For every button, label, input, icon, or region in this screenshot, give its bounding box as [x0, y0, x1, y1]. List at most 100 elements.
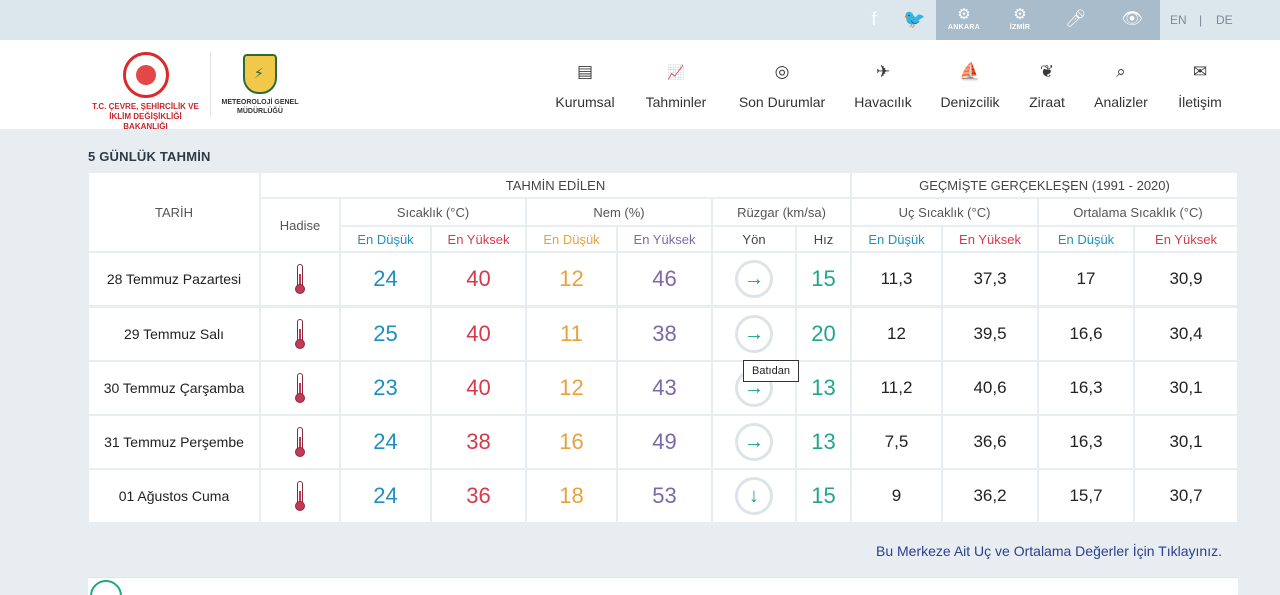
mgm-logo[interactable]: METEOROLOJİ GENEL MÜDÜRLÜĞÜ: [220, 54, 300, 116]
row-avg-max: 30,7: [1135, 470, 1237, 522]
row-avg-min: 16,3: [1039, 362, 1133, 414]
ministry-logo-text: T.C. ÇEVRE, ŞEHİRCİLİK VE İKLİM DEĞİŞİKL…: [92, 102, 199, 131]
circle-check-icon: ◎: [774, 62, 790, 81]
subheader-uc-min: En Düşük: [852, 227, 941, 251]
logo-divider: [210, 52, 211, 118]
row-temp-max: 40: [432, 253, 525, 305]
facebook-icon[interactable]: f: [871, 9, 877, 29]
row-hum-max: 46: [618, 253, 711, 305]
wind-arrow-icon[interactable]: ↓: [735, 477, 773, 515]
center-extremes-link[interactable]: Bu Merkeze Ait Uç ve Ortalama Değerler İ…: [876, 543, 1222, 559]
top-bar: f 🐦 ⚙ ANKARA ⚙ İZMİR 🎤︎ 👁︎ EN | DE: [0, 0, 1280, 40]
row-avg-max: 30,9: [1135, 253, 1237, 305]
header-ruzgar: Rüzgar (km/sa): [713, 199, 850, 225]
subheader-uc-max: En Yüksek: [943, 227, 1037, 251]
accessibility-toolbar: ⚙ ANKARA ⚙ İZMİR 🎤︎ 👁︎: [936, 0, 1160, 40]
mgm-shield-icon: [243, 54, 277, 94]
row-wind-speed: 20: [797, 308, 850, 360]
row-ext-min: 9: [852, 470, 941, 522]
row-ext-min: 11,2: [852, 362, 941, 414]
row-ext-min: 12: [852, 308, 941, 360]
header-sicaklik: Sıcaklık (°C): [341, 199, 525, 225]
row-wind-direction: →: [713, 416, 795, 468]
row-ext-max: 40,6: [943, 362, 1037, 414]
row-avg-min: 17: [1039, 253, 1133, 305]
nav-tahminler[interactable]: 📈 Tahminler: [641, 62, 711, 122]
izmir-sign-icon[interactable]: ⚙ İZMİR: [1009, 6, 1031, 32]
header-ortalama-sicaklik: Ortalama Sıcaklık (°C): [1039, 199, 1237, 225]
next-section-strip: [88, 577, 1238, 595]
row-avg-max: 30,1: [1135, 362, 1237, 414]
nav-iletisim[interactable]: ✉ İletişim: [1174, 62, 1226, 122]
subheader-ort-min: En Düşük: [1039, 227, 1133, 251]
row-ext-max: 36,6: [943, 416, 1037, 468]
row-ext-min: 11,3: [852, 253, 941, 305]
row-temp-min: 24: [341, 416, 430, 468]
lang-de-link[interactable]: DE: [1216, 13, 1233, 27]
wind-direction-tooltip: Batıdan: [743, 360, 799, 382]
eye-slash-icon[interactable]: 👁︎: [1121, 9, 1143, 28]
sail-icon: ⛵: [959, 62, 981, 81]
row-date: 30 Temmuz Çarşamba: [89, 362, 259, 414]
lang-separator: |: [1199, 13, 1203, 27]
ministry-emblem-icon: [122, 52, 169, 98]
row-hadise: [261, 362, 339, 414]
subheader-nem-max: En Yüksek: [618, 227, 711, 251]
row-temp-min: 24: [341, 470, 430, 522]
envelope-icon: ✉: [1192, 62, 1208, 81]
row-hum-max: 38: [618, 308, 711, 360]
ankara-sign-icon[interactable]: ⚙ ANKARA: [947, 6, 981, 32]
lang-en-link[interactable]: EN: [1170, 13, 1187, 27]
ministry-logo[interactable]: T.C. ÇEVRE, ŞEHİRCİLİK VE İKLİM DEĞİŞİKL…: [88, 52, 203, 132]
row-date: 29 Temmuz Salı: [89, 308, 259, 360]
mgm-logo-text: METEOROLOJİ GENEL MÜDÜRLÜĞÜ: [221, 99, 299, 115]
row-date: 28 Temmuz Pazartesi: [89, 253, 259, 305]
wind-arrow-icon[interactable]: →: [735, 423, 773, 461]
row-ext-max: 39,5: [943, 308, 1037, 360]
row-wind-speed: 15: [797, 253, 850, 305]
row-wind-direction: →: [713, 308, 795, 360]
thermometer-icon: [295, 427, 305, 457]
row-temp-min: 24: [341, 253, 430, 305]
thermometer-icon: [295, 373, 305, 403]
site-header: T.C. ÇEVRE, ŞEHİRCİLİK VE İKLİM DEĞİŞİKL…: [0, 40, 1280, 132]
document-icon: ▤: [576, 62, 594, 81]
wind-arrow-icon[interactable]: →: [735, 260, 773, 298]
row-hum-max: 49: [618, 416, 711, 468]
row-hum-min: 18: [527, 470, 616, 522]
row-hum-min: 16: [527, 416, 616, 468]
nav-havacilik[interactable]: ✈ Havacılık: [854, 62, 912, 110]
nav-denizcilik[interactable]: ⛵ Denizcilik: [938, 62, 1002, 122]
row-hadise: [261, 308, 339, 360]
row-ext-max: 37,3: [943, 253, 1037, 305]
row-avg-min: 15,7: [1039, 470, 1133, 522]
thermometer-icon: [295, 481, 305, 511]
analysis-icon: ⌕: [1116, 62, 1126, 81]
subheader-sicaklik-max: En Yüksek: [432, 227, 525, 251]
row-temp-min: 25: [341, 308, 430, 360]
wheat-icon: ❦: [1039, 62, 1055, 81]
header-gecmis: GEÇMİŞTE GERÇEKLEŞEN (1991 - 2020): [852, 173, 1237, 197]
subheader-nem-min: En Düşük: [527, 227, 616, 251]
row-hadise: [261, 470, 339, 522]
header-nem: Nem (%): [527, 199, 711, 225]
nav-ziraat[interactable]: ❦ Ziraat: [1026, 62, 1068, 122]
nav-kurumsal[interactable]: ▤ Kurumsal: [553, 62, 617, 122]
header-tahmin-edilen: TAHMİN EDİLEN: [261, 173, 850, 197]
microphone-icon[interactable]: 🎤︎: [1065, 9, 1087, 28]
row-avg-min: 16,3: [1039, 416, 1133, 468]
header-tarih: TARİH: [89, 173, 259, 251]
wind-arrow-icon[interactable]: →: [735, 315, 773, 353]
row-hum-min: 11: [527, 308, 616, 360]
row-ext-min: 7,5: [852, 416, 941, 468]
row-avg-max: 30,1: [1135, 416, 1237, 468]
header-uc-sicaklik: Uç Sıcaklık (°C): [852, 199, 1037, 225]
twitter-icon[interactable]: 🐦: [903, 9, 926, 29]
row-temp-min: 23: [341, 362, 430, 414]
row-wind-direction: ↓: [713, 470, 795, 522]
nav-analizler[interactable]: ⌕ Analizler: [1092, 62, 1150, 122]
airplane-icon: ✈: [875, 62, 891, 81]
row-avg-min: 16,6: [1039, 308, 1133, 360]
nav-son-durumlar[interactable]: ◎ Son Durumlar: [735, 62, 829, 122]
row-wind-speed: 15: [797, 470, 850, 522]
